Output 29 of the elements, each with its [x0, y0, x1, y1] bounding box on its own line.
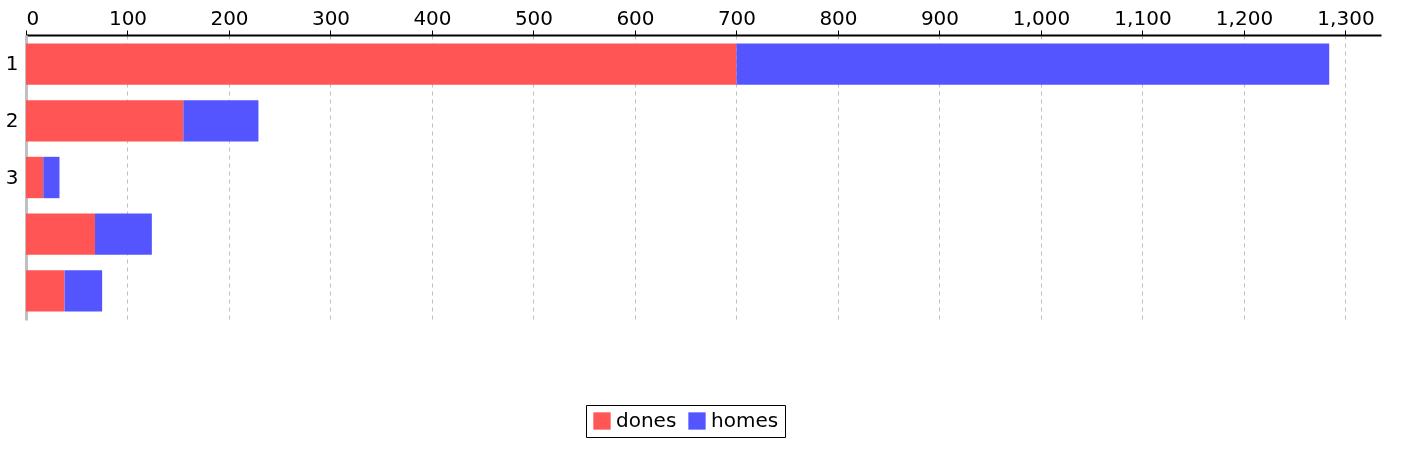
x-tick-label: 1,300	[1317, 5, 1375, 30]
bar	[26, 270, 65, 312]
bar	[26, 213, 96, 255]
bar	[183, 100, 259, 142]
bar	[26, 43, 737, 85]
x-tick-label: 600	[616, 5, 655, 30]
bar	[43, 156, 60, 199]
x-tick-label: 800	[819, 5, 858, 30]
bar	[26, 100, 184, 142]
y-tick-label: 2	[5, 107, 19, 132]
x-tick-label: 100	[108, 5, 148, 30]
x-tick-label: 700	[717, 5, 757, 30]
x-tick-label: 400	[413, 5, 452, 30]
bar	[95, 213, 152, 255]
x-tick-label: 1,000	[1012, 5, 1071, 30]
legend-label: homes	[711, 408, 779, 432]
x-tick-label: 900	[920, 5, 960, 30]
bar	[736, 43, 1330, 85]
x-tick-label: 300	[311, 5, 351, 30]
bar	[64, 270, 103, 312]
x-tick-label: 1,100	[1114, 5, 1172, 30]
y-tick-label: 3	[5, 164, 19, 189]
x-tick-label: 200	[210, 5, 249, 30]
bar	[26, 156, 44, 199]
legend-label: dones	[616, 408, 677, 432]
y-tick-label: 1	[5, 51, 19, 76]
x-tick-label: 0	[26, 5, 40, 30]
x-tick-label: 500	[514, 5, 554, 30]
x-tick-label: 1,200	[1215, 5, 1274, 30]
